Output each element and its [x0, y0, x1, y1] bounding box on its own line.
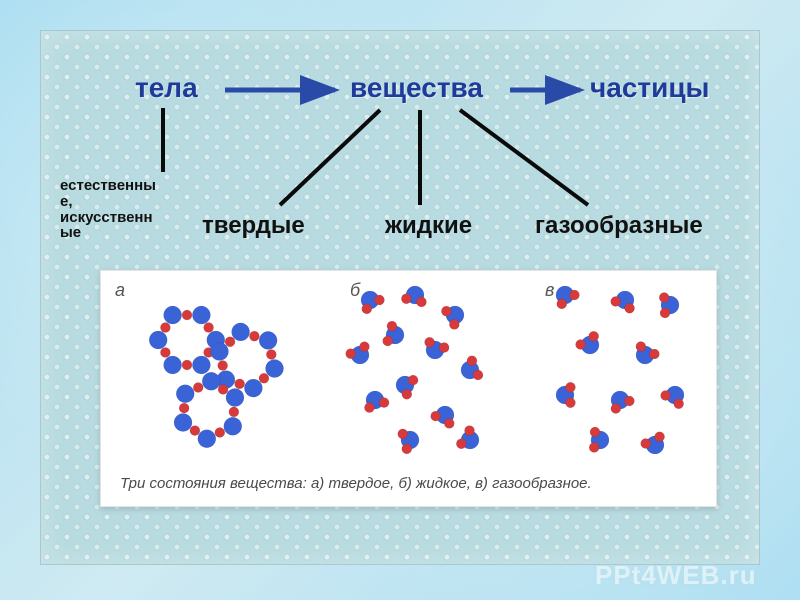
panel-letter-a: а [115, 280, 125, 301]
slide-background: тела вещества частицы естественны е, иск… [0, 0, 800, 600]
panel-caption: Три состояния вещества: а) твердое, б) ж… [120, 475, 592, 492]
note-line1: естественны [60, 177, 156, 194]
cat-gas: газообразные [535, 212, 703, 240]
panel-letter-b: б [350, 280, 360, 301]
top-tela: тела [135, 72, 198, 104]
note-line2: е, [60, 193, 73, 210]
top-chastitsy: частицы [590, 72, 709, 104]
states-panel [100, 270, 717, 507]
note-line3: искусственн [60, 209, 153, 226]
cat-solid: твердые [202, 212, 305, 240]
watermark: PPt4WEB.ru [595, 560, 757, 591]
note-line4: ые [60, 224, 81, 241]
bodies-note: естественны е, искусственн ые [60, 178, 180, 241]
top-veshchestva: вещества [350, 72, 483, 104]
cat-liquid: жидкие [385, 212, 472, 240]
panel-letter-v: в [545, 280, 554, 301]
